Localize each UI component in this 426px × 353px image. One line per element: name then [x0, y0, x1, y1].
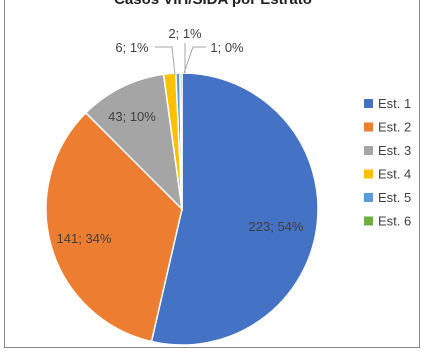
pie-slice-2	[45, 111, 183, 343]
data-label-4: 6; 1%	[115, 40, 149, 55]
pie-slice-6	[179, 72, 183, 210]
chart-title: Casos VIH/SIDA por Estrato	[5, 0, 421, 8]
leader-line-6	[183, 46, 206, 74]
data-label-1: 223; 54%	[249, 219, 304, 234]
legend-swatch-1	[364, 99, 373, 108]
legend-label-6: Est. 6	[378, 214, 411, 229]
legend-swatch-6	[364, 216, 373, 226]
legend-swatch-5	[364, 193, 373, 202]
data-label-3: 43; 10%	[108, 109, 156, 124]
data-label-5: 2; 1%	[168, 26, 202, 41]
legend-label-4: Est. 4	[378, 167, 411, 182]
legend-label-5: Est. 5	[378, 190, 411, 205]
pie-slice-3	[84, 73, 184, 212]
legend-label-2: Est. 2	[378, 120, 411, 135]
legend-swatch-4	[364, 169, 373, 179]
legend-label-3: Est. 3	[378, 143, 411, 158]
data-label-6: 1; 0%	[210, 40, 244, 55]
pie-slice-1	[150, 72, 319, 346]
data-label-2: 141; 34%	[57, 231, 112, 246]
legend-label-1: Est. 1	[378, 96, 411, 111]
legend-swatch-3	[364, 146, 373, 155]
legend-swatch-2	[364, 122, 373, 132]
leader-line-4	[155, 46, 176, 76]
